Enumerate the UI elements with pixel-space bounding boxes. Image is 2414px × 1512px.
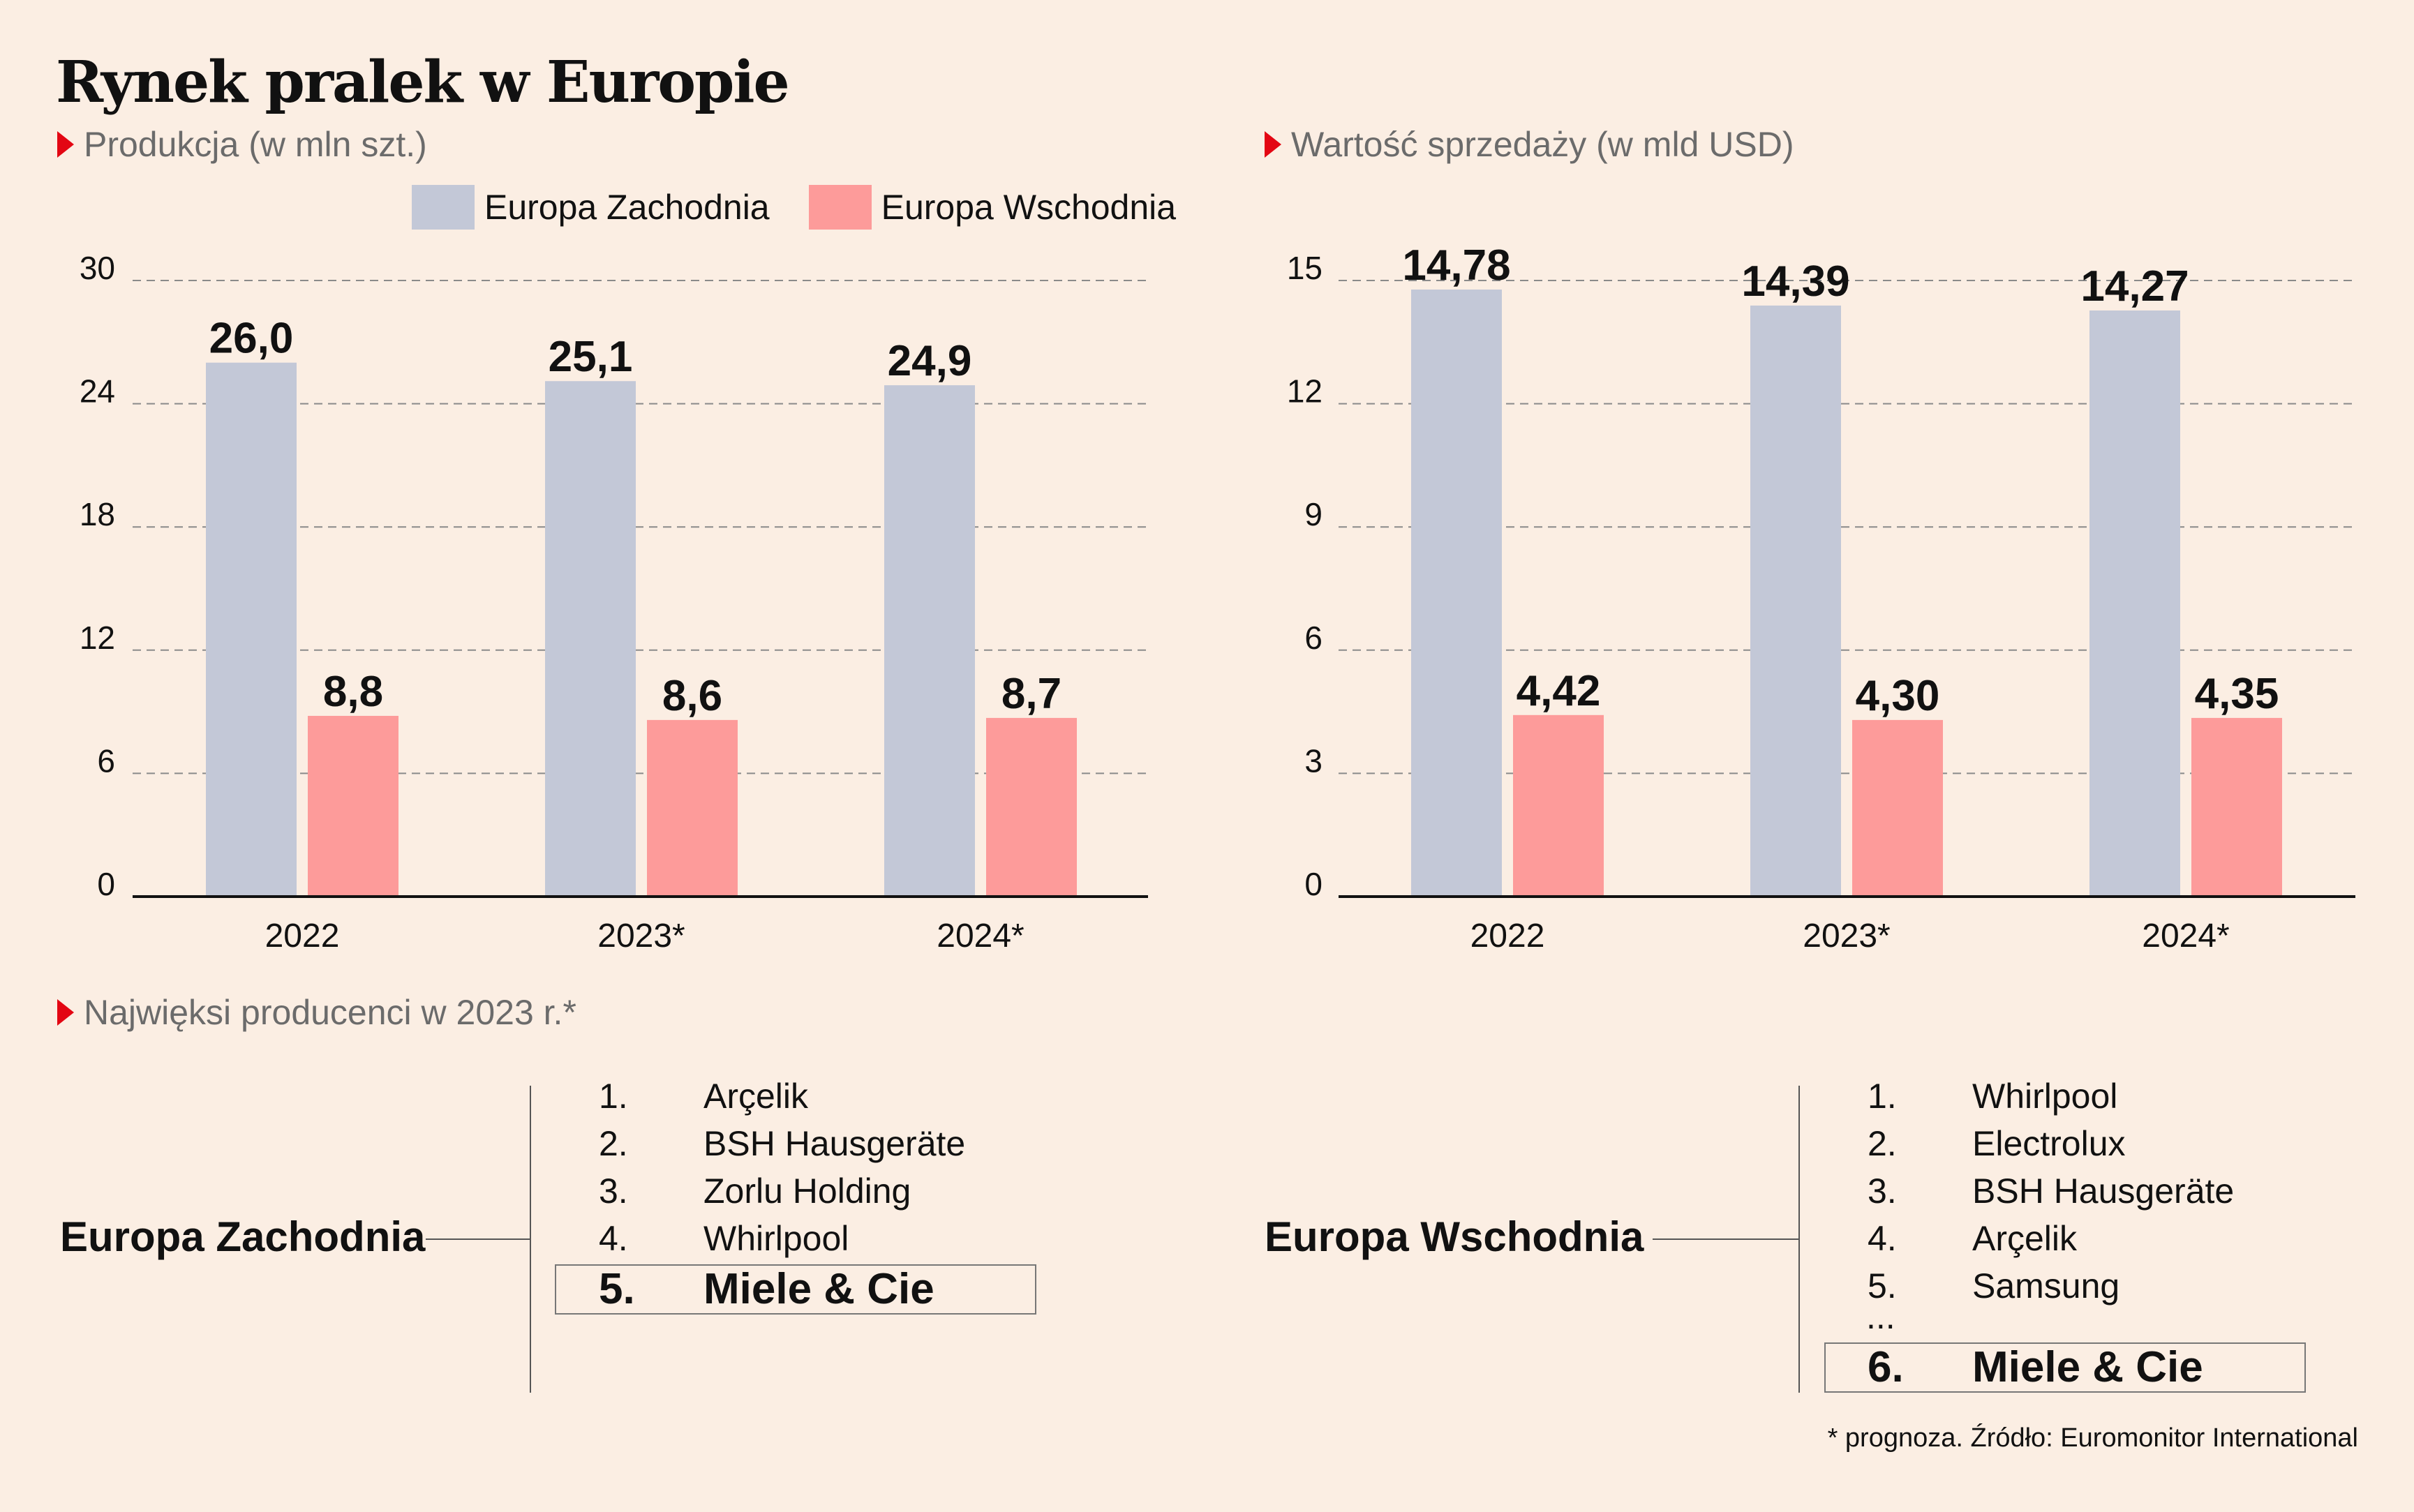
legend-item-east: Europa Wschodnia [808, 185, 1177, 230]
bar-west [1750, 305, 1841, 897]
y-tick-label: 6 [97, 742, 115, 779]
y-tick-label: 0 [1304, 866, 1323, 902]
bar-value-label: 4,35 [2195, 670, 2279, 718]
legend-label-east: Europa Wschodnia [881, 188, 1177, 227]
y-tick-label: 12 [1287, 373, 1323, 410]
bar-value-label: 4,30 [1856, 672, 1940, 720]
bar-east [1513, 714, 1604, 897]
ranking-name: Whirlpool [1972, 1077, 2118, 1116]
ranking-highlight-box-east [1824, 1342, 2306, 1393]
production-bar-chart: 0 6 12 18 24 30 26,0 8,8 2022 25,1 8,6 2023* 24,9 8,7… [80, 250, 1148, 955]
ranking-highlight-name: Miele & Cie [1972, 1343, 2203, 1391]
bar-value-label: 14,39 [1741, 257, 1849, 306]
chart-sales-subtitle: Wartość sprzedaży (w mld USD) [1265, 124, 1794, 165]
red-triangle-icon [57, 131, 74, 158]
bar-west [2089, 310, 2180, 897]
ranking-ellipsis: ... [1866, 1297, 1895, 1336]
bar-value-label: 14,27 [2080, 262, 2189, 310]
ranking-divider-east [1798, 1086, 1800, 1393]
ranking-connector-west [426, 1238, 530, 1240]
bar-value-label: 8,6 [662, 672, 722, 720]
bar-value-label: 25,1 [549, 333, 633, 381]
bar-value-label: 14,78 [1402, 241, 1510, 290]
sales-bar-chart: 0 3 6 9 12 15 14,78 4,42 2022 14,39 4,30 2023* 14,27… [1287, 241, 2355, 955]
ranking-name: BSH Hausgeräte [1972, 1172, 2235, 1211]
x-tick-label: 2022 [265, 918, 340, 955]
ranking-name: Whirlpool [703, 1219, 849, 1258]
y-tick-label: 3 [1304, 742, 1323, 779]
x-tick-label: 2023* [1803, 918, 1890, 955]
rankings-subtitle: Najwięksi producenci w 2023 r.* [57, 992, 576, 1033]
ranking-highlight-num: 5. [599, 1265, 635, 1313]
bar-east [308, 715, 398, 897]
bar-value-label: 4,42 [1517, 667, 1601, 715]
ranking-num: 1. [1868, 1077, 1897, 1116]
bar-west [884, 385, 975, 897]
ranking-highlight-name: Miele & Cie [703, 1265, 934, 1313]
x-tick-label: 2022 [1470, 918, 1545, 955]
bar-value-label: 8,7 [1001, 670, 1061, 718]
ranking-highlight-num: 6. [1868, 1343, 1904, 1391]
bar-value-label: 8,8 [323, 668, 383, 716]
page-title: Rynek pralek w Europie [56, 49, 790, 116]
y-tick-label: 12 [80, 620, 115, 656]
ranking-name: BSH Hausgeräte [703, 1124, 966, 1163]
legend-item-west: Europa Zachodnia [412, 185, 770, 230]
y-tick-label: 30 [80, 250, 115, 286]
red-triangle-icon [57, 999, 74, 1026]
chart-sales-title: Wartość sprzedaży (w mld USD) [1291, 125, 1794, 164]
y-tick-label: 24 [80, 373, 115, 410]
bar-value-label: 26,0 [209, 315, 294, 363]
bar-east [1852, 719, 1943, 897]
bar-east [986, 717, 1077, 897]
ranking-region-west: Europa Zachodnia [60, 1213, 426, 1260]
x-tick-label: 2023* [597, 918, 685, 955]
ranking-num: 3. [1868, 1172, 1897, 1211]
y-tick-label: 9 [1304, 496, 1323, 532]
bar-east [2191, 717, 2282, 897]
bar-value-label: 24,9 [888, 337, 972, 385]
x-tick-label: 2024* [937, 918, 1024, 955]
bar-west [206, 362, 297, 897]
y-tick-label: 0 [97, 866, 115, 902]
ranking-name: Electrolux [1972, 1124, 2126, 1163]
ranking-num: 5. [1868, 1266, 1897, 1305]
ranking-num: 2. [599, 1124, 628, 1163]
bar-east [647, 719, 738, 897]
rankings-title: Najwięksi producenci w 2023 r.* [84, 993, 576, 1032]
ranking-name: Arçelik [703, 1077, 809, 1116]
ranking-name: Zorlu Holding [703, 1172, 911, 1211]
chart-production-title: Produkcja (w mln szt.) [84, 125, 427, 164]
ranking-region-east: Europa Wschodnia [1265, 1213, 1644, 1260]
ranking-num: 1. [599, 1077, 628, 1116]
footnote: * prognoza. Źródło: Euromonitor Internat… [1827, 1423, 2358, 1453]
ranking-highlight-box-west [555, 1264, 1036, 1315]
bar-west [545, 381, 636, 897]
ranking-num: 4. [599, 1219, 628, 1258]
legend-label-west: Europa Zachodnia [484, 188, 770, 227]
legend-swatch-east [808, 185, 872, 230]
legend-swatch-west [412, 185, 475, 230]
ranking-connector-east [1653, 1238, 1799, 1240]
chart-legend: Europa Zachodnia Europa Wschodnia [412, 185, 1215, 230]
ranking-num: 3. [599, 1172, 628, 1211]
ranking-num: 4. [1868, 1219, 1897, 1258]
x-tick-label: 2024* [2142, 918, 2229, 955]
ranking-name: Samsung [1972, 1266, 2120, 1305]
bar-west [1411, 289, 1502, 897]
y-tick-label: 15 [1287, 250, 1323, 286]
red-triangle-icon [1265, 131, 1281, 158]
chart-production-subtitle: Produkcja (w mln szt.) [57, 124, 427, 165]
ranking-num: 2. [1868, 1124, 1897, 1163]
ranking-name: Arçelik [1972, 1219, 2078, 1258]
y-tick-label: 6 [1304, 620, 1323, 656]
y-tick-label: 18 [80, 496, 115, 532]
ranking-divider-west [530, 1086, 531, 1393]
